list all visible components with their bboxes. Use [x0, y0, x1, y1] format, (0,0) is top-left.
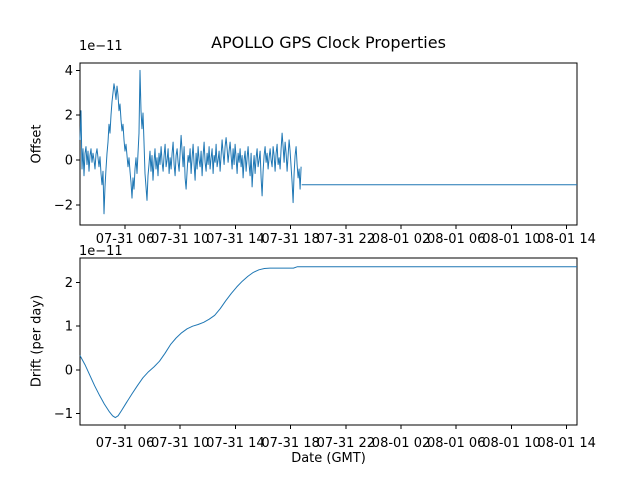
x-tick-label: 07-31 14: [206, 232, 264, 247]
y-tick-label: 2: [65, 109, 73, 124]
x-tick-label: 08-01 10: [482, 436, 540, 451]
x-tick-label: 08-01 06: [427, 232, 485, 247]
y-tick-label: 1: [65, 320, 73, 335]
x-tick-label: 07-31 10: [151, 232, 209, 247]
y-tick-label: 2: [65, 276, 73, 291]
x-tick-label: 08-01 10: [482, 232, 540, 247]
x-tick-label: 07-31 18: [261, 436, 319, 451]
x-tick-label: 07-31 10: [151, 436, 209, 451]
y-tick-label: −1: [54, 407, 73, 422]
offset-axes-box: [79, 62, 578, 226]
y-tick-label: 0: [65, 154, 73, 169]
chart-title: APOLLO GPS Clock Properties: [211, 33, 446, 52]
x-tick-label: 08-01 14: [537, 436, 595, 451]
x-tick-label: 08-01 02: [372, 232, 430, 247]
x-tick-label: 07-31 22: [317, 232, 375, 247]
y-tick-label: −2: [54, 198, 73, 213]
x-tick-label: 07-31 06: [96, 436, 154, 451]
offset-axis-scale-label: 1e−11: [79, 39, 123, 54]
offset-noise-line: [79, 69, 302, 215]
x-tick-label: 07-31 06: [96, 232, 154, 247]
x-tick-label: 07-31 22: [317, 436, 375, 451]
x-tick-label: 08-01 06: [427, 436, 485, 451]
x-tick-label: 08-01 02: [372, 436, 430, 451]
x-tick-label: 08-01 14: [537, 232, 595, 247]
drift-axes-box: [79, 257, 578, 426]
drift-line: [79, 266, 577, 419]
x-tick-label: 07-31 14: [206, 436, 264, 451]
x-axis-label: Date (GMT): [291, 451, 366, 466]
y-tick-label: 4: [65, 64, 73, 79]
x-tick-label: 07-31 18: [261, 232, 319, 247]
drift-axis-scale-label: 1e−11: [79, 244, 123, 259]
y-tick-label: 0: [65, 363, 73, 378]
